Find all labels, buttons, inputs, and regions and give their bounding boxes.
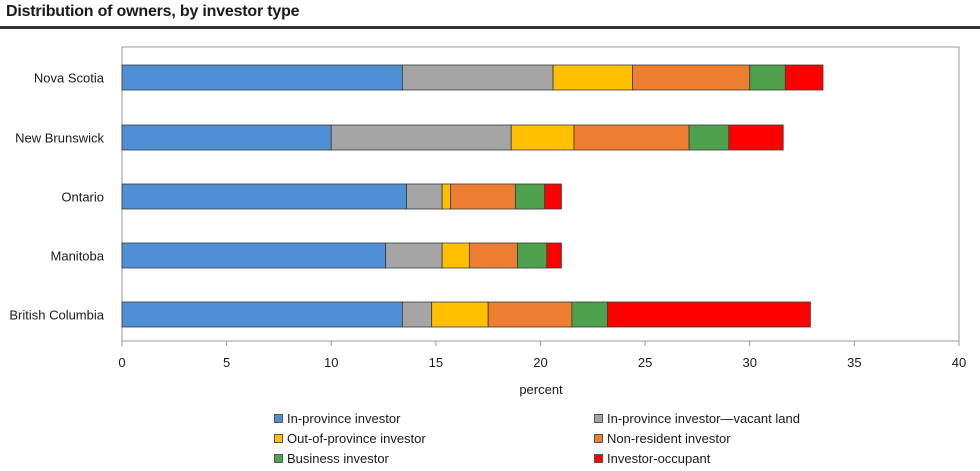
bar-segment-4-0 (121, 301, 403, 328)
bar-segment-4-4 (571, 301, 608, 328)
bar-segment-3-4 (517, 242, 548, 269)
bar-segment-2-4 (514, 183, 546, 210)
x-tick-label: 25 (638, 355, 652, 370)
bar-segment-0-1 (401, 64, 554, 91)
bar-segment-0-0 (121, 64, 403, 91)
x-tick-label: 0 (118, 355, 125, 370)
x-tick-label: 40 (952, 355, 966, 370)
bar-segment-1-5 (728, 124, 784, 151)
bar-segment-0-3 (632, 64, 751, 91)
bar-segment-2-5 (544, 183, 562, 210)
x-tick-label: 10 (324, 355, 338, 370)
category-label: British Columbia (9, 308, 104, 323)
legend-item: In-province investor (274, 411, 400, 426)
bar-segment-1-3 (573, 124, 690, 151)
legend-swatch (594, 414, 603, 423)
bar-segment-2-1 (406, 183, 443, 210)
bar-segment-3-5 (546, 242, 562, 269)
bar-segment-4-2 (431, 301, 489, 328)
category-label: New Brunswick (15, 131, 104, 146)
legend-swatch (594, 454, 603, 463)
title-rule (0, 26, 980, 29)
bar-segment-2-2 (441, 183, 451, 210)
legend-item: Investor-occupant (594, 451, 710, 466)
x-tick-label: 5 (223, 355, 230, 370)
category-label: Ontario (61, 190, 104, 205)
bar-segment-3-0 (121, 242, 387, 269)
bars-group (121, 64, 824, 328)
bar-segment-0-5 (784, 64, 824, 91)
legend-label: Out-of-province investor (287, 431, 426, 446)
legend-label: Business investor (287, 451, 389, 466)
x-tick-label: 15 (429, 355, 443, 370)
x-ticks-group: 0 5 10 15 20 25 30 35 40 (118, 341, 966, 370)
bar-segment-4-1 (401, 301, 433, 328)
legend-swatch (594, 434, 603, 443)
bar-segment-1-0 (121, 124, 332, 151)
category-labels-group: Nova Scotia New Brunswick Ontario Manitoba B… (9, 71, 104, 323)
legend-swatch (274, 434, 283, 443)
bar-segment-1-2 (510, 124, 575, 151)
bar-segment-4-3 (487, 301, 573, 328)
legend-item: Business investor (274, 451, 389, 466)
x-tick-label: 30 (743, 355, 757, 370)
x-tick-label: 35 (847, 355, 861, 370)
category-label: Manitoba (51, 249, 105, 264)
bar-segment-2-0 (121, 183, 407, 210)
legend-item: Out-of-province investor (274, 431, 426, 446)
bar-segment-3-1 (385, 242, 443, 269)
legend-swatch (274, 414, 283, 423)
legend-item: In-province investor—vacant land (594, 411, 800, 426)
legend-label: In-province investor (287, 411, 401, 426)
bar-segment-1-1 (330, 124, 512, 151)
bar-segment-1-4 (688, 124, 730, 151)
bar-segment-3-2 (441, 242, 470, 269)
legend-label: Non-resident investor (607, 431, 731, 446)
bar-segment-3-3 (468, 242, 518, 269)
bar-segment-0-4 (749, 64, 786, 91)
legend-swatch (274, 454, 283, 463)
legend-item: Non-resident investor (594, 431, 731, 446)
bar-segment-4-5 (607, 301, 811, 328)
legend-label: In-province investor—vacant land (607, 411, 800, 426)
bar-segment-2-3 (450, 183, 516, 210)
x-tick-label: 20 (533, 355, 547, 370)
chart-title: Distribution of owners, by investor type (6, 3, 300, 20)
bar-segment-0-2 (552, 64, 633, 91)
x-axis-label: percent (519, 382, 563, 397)
legend-label: Investor-occupant (607, 451, 711, 466)
stacked-bar-chart: Nova Scotia New Brunswick Ontario Manitoba B… (9, 46, 966, 397)
category-label: Nova Scotia (34, 71, 105, 86)
